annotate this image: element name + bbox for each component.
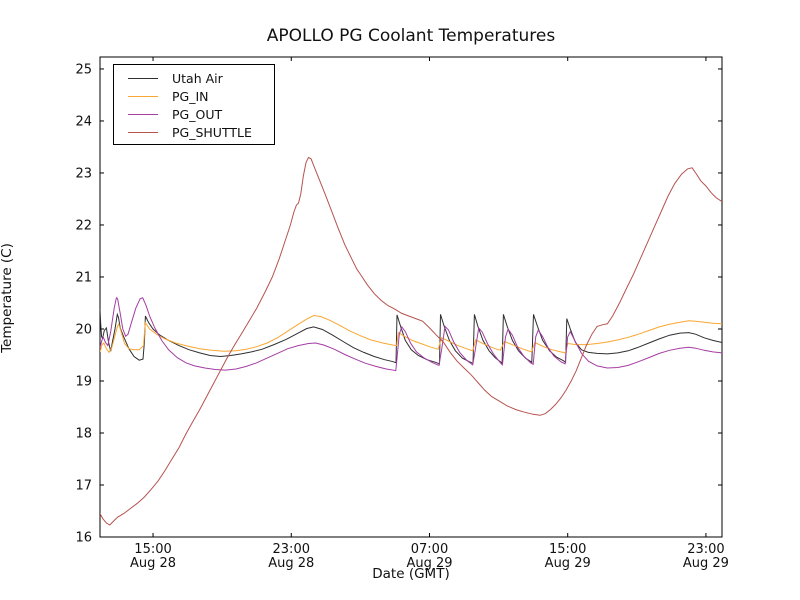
legend-label: PG_OUT [172,106,223,122]
legend-line-sample [128,113,158,115]
x-tick-label-date: Aug 29 [545,556,591,571]
legend-line-sample [128,95,158,97]
y-tick-label: 21 [75,270,92,285]
legend-label: PG_SHUTTLE [172,124,252,140]
y-tick-label: 19 [75,374,92,389]
legend-entry: PG_IN [114,87,274,105]
plot-frame [99,56,723,538]
legend-entry: Utah Air [114,69,274,87]
series-pg-out [100,296,722,372]
legend-line-sample [128,131,158,133]
y-tick-label: 20 [75,322,92,337]
series-utah-air [100,309,722,365]
x-tick-label-time: 23:00 [687,542,724,557]
x-tick-label-date: Aug 28 [130,556,176,571]
y-axis: 16 17 18 19 20 21 22 23 24 25 [75,62,722,546]
y-tick-label: 18 [75,426,92,441]
legend-label: Utah Air [172,70,223,86]
x-tick-label-time: 15:00 [134,542,171,557]
series-pg-shuttle [100,156,722,526]
x-tick-label-time: 07:00 [411,542,448,557]
legend-entry: PG_SHUTTLE [114,123,274,141]
x-axis-label: Date (GMT) [372,566,450,582]
y-axis-label: Temperature (C) [0,243,15,353]
x-tick-label-time: 15:00 [549,542,586,557]
legend-label: PG_IN [172,88,209,104]
series-pg-in [100,314,722,354]
y-tick-label: 17 [75,478,92,493]
x-tick-label-date: Aug 29 [406,556,452,571]
y-tick-label: 24 [75,114,92,129]
legend: Utah Air PG_IN PG_OUT PG_SHUTTLE [113,64,275,145]
y-tick-label: 23 [75,166,92,181]
legend-entry: PG_OUT [114,105,274,123]
chart-title: APOLLO PG Coolant Temperatures [266,26,556,46]
legend-line-sample [128,77,158,79]
y-tick-label: 22 [75,218,92,233]
x-tick-label-time: 23:00 [273,542,310,557]
x-tick-label-date: Aug 28 [268,556,314,571]
x-tick-label-date: Aug 29 [683,556,729,571]
y-tick-label: 25 [75,62,92,77]
y-tick-label: 16 [75,531,92,546]
